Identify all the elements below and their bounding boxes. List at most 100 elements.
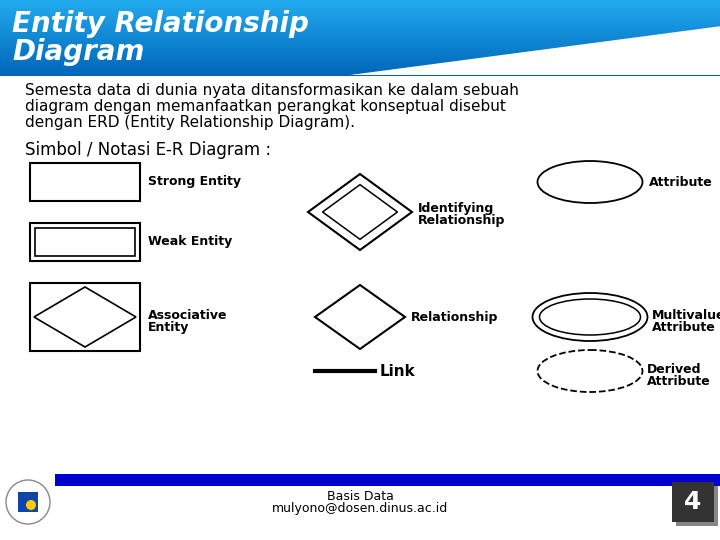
Bar (0, 6, 720, 7)
Bar (0, 37, 720, 39)
Bar (0, 17, 720, 18)
Bar (0, 45, 720, 46)
Text: diagram dengan memanfaatkan perangkat konseptual disebut: diagram dengan memanfaatkan perangkat ko… (25, 99, 506, 114)
Bar (0, 52, 720, 53)
Bar (0, 58, 720, 60)
Bar (0, 14, 720, 16)
Bar (0, 20, 720, 22)
Text: Strong Entity: Strong Entity (148, 176, 241, 188)
Polygon shape (34, 287, 136, 347)
Ellipse shape (539, 299, 641, 335)
Circle shape (6, 480, 50, 524)
Text: Associative: Associative (148, 309, 228, 322)
Text: Link: Link (380, 363, 415, 379)
Bar (0, 55, 720, 56)
Bar (676, 486, 718, 526)
Bar (0, 23, 720, 24)
Bar (0, 42, 720, 43)
Bar (35, 228, 135, 256)
Circle shape (26, 500, 36, 510)
Bar (0, 29, 720, 30)
Bar (0, 26, 720, 28)
Bar (0, 11, 720, 12)
Bar (0, 24, 720, 25)
Text: Attribute: Attribute (652, 321, 715, 334)
Bar (0, 39, 720, 40)
Text: Diagram: Diagram (12, 38, 145, 66)
Bar (0, 9, 720, 10)
Bar (0, 19, 720, 21)
Bar (0, 3, 720, 4)
Bar (30, 283, 140, 351)
Bar (0, 71, 720, 72)
Bar (0, 8, 720, 10)
Bar (0, 64, 720, 65)
Bar (0, 15, 720, 16)
Bar (0, 10, 720, 12)
Bar (0, 38, 720, 39)
Bar (0, 40, 720, 41)
Text: Relationship: Relationship (418, 214, 505, 227)
Bar (0, 68, 720, 70)
Bar (0, 63, 720, 64)
Bar (0, 40, 720, 42)
Bar (0, 19, 720, 20)
Bar (0, 27, 720, 28)
Bar (0, 31, 720, 33)
Text: Attribute: Attribute (649, 176, 712, 188)
Bar (0, 35, 720, 36)
Bar (0, 2, 720, 3)
Bar (672, 482, 714, 522)
Bar (0, 10, 720, 11)
Bar (0, 13, 720, 14)
Bar (30, 223, 140, 261)
Text: Semesta data di dunia nyata ditansformasikan ke dalam sebuah: Semesta data di dunia nyata ditansformas… (25, 83, 519, 98)
Bar (0, 4, 720, 5)
Bar (0, 22, 720, 23)
Bar (0, 62, 720, 63)
Bar (0, 52, 720, 54)
Polygon shape (323, 185, 397, 239)
Bar (0, 25, 720, 26)
Bar (55, 474, 720, 486)
Text: Entity Relationship: Entity Relationship (12, 10, 309, 38)
Bar (0, 60, 720, 62)
Bar (0, 59, 720, 60)
Bar (0, 37, 720, 38)
Bar (0, 50, 720, 51)
Bar (0, 33, 720, 34)
Text: mulyono@dosen.dinus.ac.id: mulyono@dosen.dinus.ac.id (272, 502, 448, 515)
Bar (0, 0, 720, 1)
Text: Entity: Entity (148, 321, 189, 334)
Bar (0, 49, 720, 50)
Bar (0, 43, 720, 44)
Polygon shape (480, 41, 720, 75)
Bar (0, 30, 720, 31)
Bar (0, 14, 720, 15)
Bar (0, 4, 720, 6)
Bar (0, 46, 720, 48)
Ellipse shape (533, 293, 647, 341)
Bar (0, 41, 720, 43)
Bar (0, 16, 720, 17)
Bar (0, 54, 720, 55)
Bar (0, 35, 720, 37)
Bar (0, 56, 720, 57)
Bar (0, 65, 720, 66)
Bar (0, 53, 720, 55)
Text: Multivalued: Multivalued (652, 309, 720, 322)
Bar (0, 73, 720, 74)
Text: Identifying: Identifying (418, 202, 494, 215)
Bar (0, 51, 720, 52)
Bar (0, 68, 720, 69)
Bar (18, 492, 38, 512)
Bar (0, 58, 720, 59)
Bar (0, 17, 720, 18)
Bar (0, 64, 720, 66)
Text: Attribute: Attribute (647, 375, 710, 388)
Text: dengan ERD (Entity Relationship Diagram).: dengan ERD (Entity Relationship Diagram)… (25, 115, 355, 130)
Bar (0, 25, 720, 27)
Text: Basis Data: Basis Data (327, 490, 393, 503)
Bar (0, 44, 720, 45)
Bar (0, 70, 720, 71)
